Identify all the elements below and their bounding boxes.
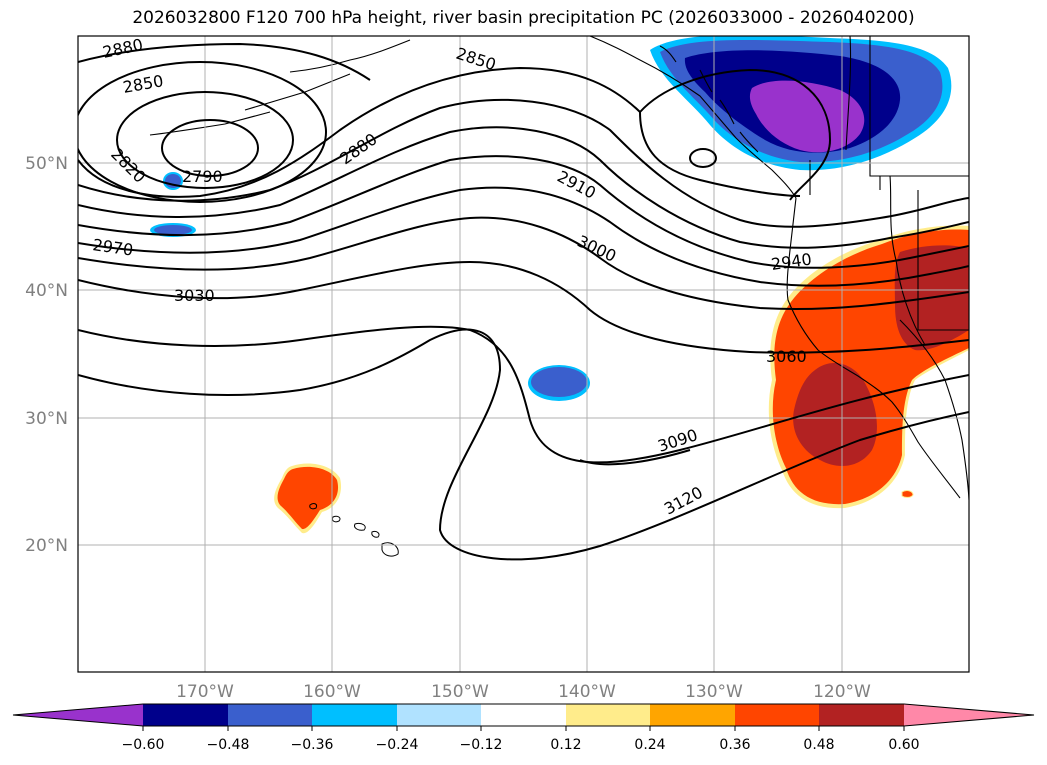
colorbar-segment bbox=[650, 704, 735, 726]
colorbar-label: −0.24 bbox=[376, 737, 419, 753]
coastlines bbox=[149, 36, 969, 501]
colorbar-segment bbox=[904, 704, 1034, 726]
lat-label: 50°N bbox=[25, 154, 68, 174]
longitude-labels: 170°W 160°W 150°W 140°W 130°W 120°W bbox=[176, 682, 871, 702]
lon-label: 150°W bbox=[431, 682, 489, 702]
lat-label: 30°N bbox=[25, 409, 68, 429]
colorbar-label: 0.24 bbox=[634, 737, 665, 753]
colorbar-segment bbox=[312, 704, 397, 726]
gridlines bbox=[78, 36, 969, 672]
lon-label: 140°W bbox=[558, 682, 616, 702]
lon-label: 120°W bbox=[813, 682, 871, 702]
colorbar-label: 0.60 bbox=[888, 737, 919, 753]
colorbar-label: −0.36 bbox=[291, 737, 334, 753]
colorbar-segment bbox=[13, 704, 143, 726]
colorbar-label: 0.36 bbox=[719, 737, 750, 753]
precip-positive-blob-hawaii bbox=[274, 463, 342, 534]
colorbar-label: 0.48 bbox=[803, 737, 834, 753]
colorbar-label: 0.12 bbox=[550, 737, 581, 753]
contour-label: 3060 bbox=[766, 347, 807, 366]
map-frame bbox=[77, 35, 970, 673]
colorbar-label: −0.60 bbox=[122, 737, 165, 753]
height-contours bbox=[78, 42, 969, 561]
contour-label: 2790 bbox=[182, 167, 223, 186]
colorbar-segment bbox=[228, 704, 312, 726]
colorbar-segment bbox=[143, 704, 228, 726]
colorbar-segment bbox=[397, 704, 481, 726]
lat-label: 40°N bbox=[25, 281, 68, 301]
colorbar-ticks bbox=[142, 726, 905, 731]
colorbar: −0.60 −0.48 −0.36 −0.24 −0.12 0.12 0.24 … bbox=[12, 703, 1035, 753]
map-title: 2026032800 F120 700 hPa height, river ba… bbox=[132, 8, 915, 28]
colorbar-segment bbox=[566, 704, 650, 726]
latitude-labels: 50°N 40°N 30°N 20°N bbox=[25, 154, 68, 556]
lon-label: 130°W bbox=[685, 682, 743, 702]
precip-negative-blob-mid bbox=[528, 365, 590, 401]
colorbar-segment bbox=[735, 704, 819, 726]
precip-negative-region-north bbox=[650, 36, 952, 171]
lon-label: 160°W bbox=[303, 682, 361, 702]
map-panel: 2880 2850 2820 2790 2970 3030 2880 2850 … bbox=[78, 36, 969, 672]
colorbar-label: −0.12 bbox=[460, 737, 503, 753]
hawaii-islands bbox=[309, 503, 399, 557]
contour-label: 3030 bbox=[174, 286, 215, 305]
lon-label: 170°W bbox=[176, 682, 234, 702]
colorbar-segment bbox=[819, 704, 904, 726]
colorbar-segment bbox=[481, 704, 566, 726]
colorbar-label: −0.48 bbox=[207, 737, 250, 753]
lat-label: 20°N bbox=[25, 536, 68, 556]
